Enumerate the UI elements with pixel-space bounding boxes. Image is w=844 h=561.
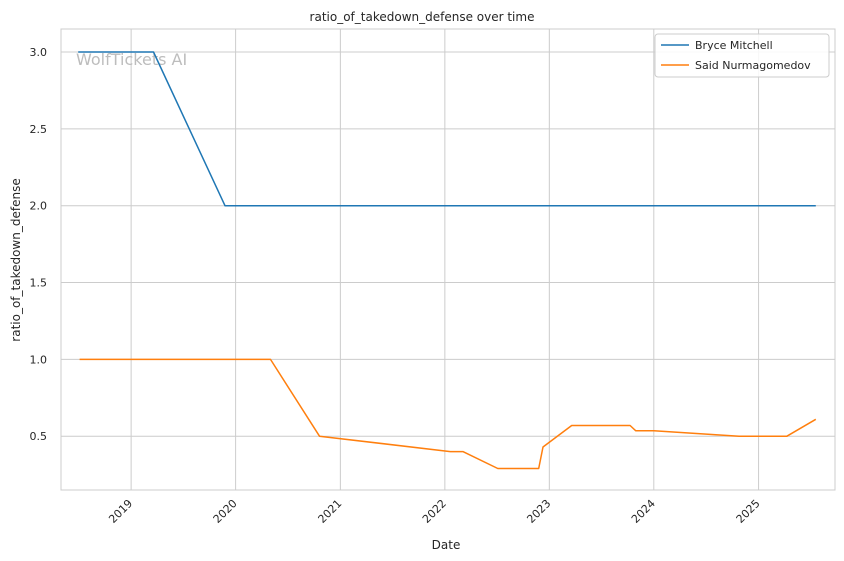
series-line-bryce-mitchell bbox=[78, 51, 816, 207]
plot-frame bbox=[60, 28, 836, 491]
y-tick-label-3.0: 3.0 bbox=[30, 46, 48, 59]
y-tick-label-0.5: 0.5 bbox=[30, 430, 48, 443]
y-axis-ticks: 0.5 1.0 1.5 2.0 2.5 3.0 bbox=[30, 46, 48, 443]
legend-box bbox=[654, 33, 830, 78]
series-lines bbox=[78, 51, 817, 470]
x-axis-label: Date bbox=[432, 538, 461, 552]
watermark-text: WolfTickets AI bbox=[76, 50, 187, 69]
y-tick-label-2.5: 2.5 bbox=[30, 123, 48, 136]
y-tick-label-2.0: 2.0 bbox=[30, 200, 48, 213]
y-tick-label-1.5: 1.5 bbox=[30, 277, 48, 290]
legend-label-said-nurmagomedov: Said Nurmagomedov bbox=[695, 59, 811, 72]
legend: Bryce Mitchell Said Nurmagomedov bbox=[654, 33, 830, 78]
chart-title: ratio_of_takedown_defense over time bbox=[310, 10, 535, 24]
y-axis-label: ratio_of_takedown_defense bbox=[9, 178, 23, 341]
series-line-said-nurmagomedov bbox=[79, 358, 817, 470]
legend-label-bryce-mitchell: Bryce Mitchell bbox=[695, 39, 773, 52]
y-tick-label-1.0: 1.0 bbox=[30, 353, 48, 366]
